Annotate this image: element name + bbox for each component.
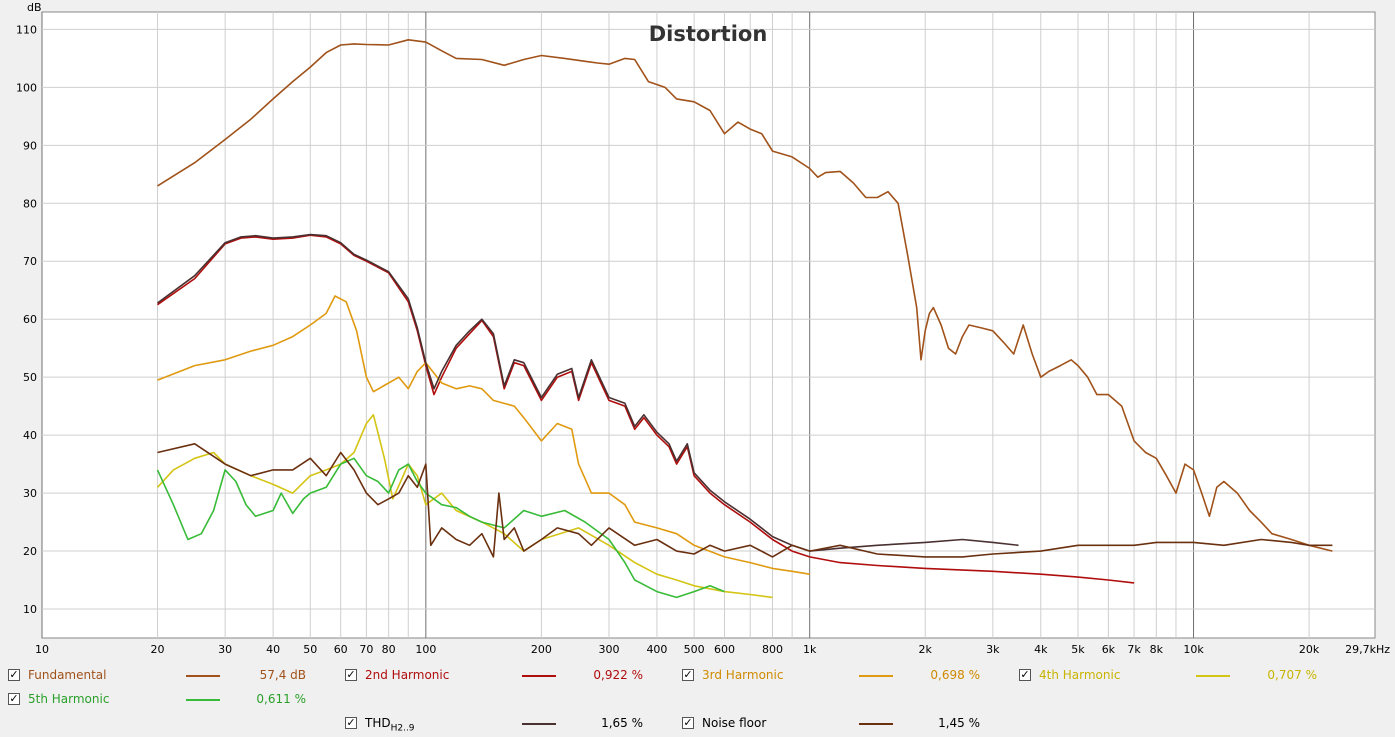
- y-axis-label: dB: [27, 1, 42, 14]
- distortion-chart: 10 20 30 40 50 60 70 80 90 100 110 10 20 30 40 50 60 70 80…: [16, 1, 1390, 656]
- x-tick-label: 300: [598, 643, 619, 656]
- h4-label: 4th Harmonic: [1039, 668, 1121, 682]
- x-tick-label: 100: [415, 643, 436, 656]
- h2-value: 0,922 %: [593, 668, 643, 682]
- x-tick-label: 3k: [986, 643, 1000, 656]
- h2-label: 2nd Harmonic: [365, 668, 450, 682]
- legend: ✓ Fundamental 57,4 dB ✓ 2nd Harmonic 0,9…: [0, 660, 1395, 737]
- legend-noise-floor[interactable]: ✓ Noise floor 1,45 %: [682, 714, 1012, 734]
- y-tick-label: 100: [16, 81, 37, 94]
- x-tick-label: 6k: [1102, 643, 1116, 656]
- h2-swatch: [522, 675, 556, 677]
- fundamental-label: Fundamental: [28, 668, 107, 682]
- series-line-thd-h2-9: [157, 233, 1019, 552]
- y-tick-label: 30: [23, 487, 37, 500]
- chart-area: 10 20 30 40 50 60 70 80 90 100 110 10 20 30 40 50 60 70 80…: [16, 1, 1390, 656]
- h4-swatch: [1196, 675, 1230, 677]
- thd-label: THDH2..9: [365, 716, 415, 734]
- h3-checkbox[interactable]: ✓: [682, 668, 694, 681]
- y-tick-label: 40: [23, 429, 37, 442]
- series-line-3rd-harmonic: [157, 295, 810, 575]
- fundamental-value: 57,4 dB: [259, 668, 306, 682]
- y-tick-label: 60: [23, 313, 37, 326]
- y-tick-label: 80: [23, 197, 37, 210]
- h4-checkbox[interactable]: ✓: [1019, 668, 1031, 681]
- thd-checkbox[interactable]: ✓: [345, 716, 357, 729]
- x-tick-label: 600: [714, 643, 735, 656]
- y-tick-label: 20: [23, 545, 37, 558]
- legend-5th-harmonic[interactable]: ✓ 5th Harmonic 0,611 %: [8, 690, 338, 710]
- noise-value: 1,45 %: [938, 716, 980, 730]
- thd-swatch: [522, 723, 556, 725]
- legend-fundamental[interactable]: ✓ Fundamental 57,4 dB: [8, 666, 338, 686]
- x-tick-label: 29,7kHz: [1345, 643, 1390, 656]
- thd-value: 1,65 %: [601, 716, 643, 730]
- legend-3rd-harmonic[interactable]: ✓ 3rd Harmonic 0,698 %: [682, 666, 1012, 686]
- x-tick-label: 60: [334, 643, 348, 656]
- y-tick-label: 50: [23, 371, 37, 384]
- x-tick-label: 20: [151, 643, 165, 656]
- y-tick-label: 70: [23, 255, 37, 268]
- fundamental-checkbox[interactable]: ✓: [8, 668, 20, 681]
- noise-swatch: [859, 723, 893, 725]
- x-tick-label: 80: [382, 643, 396, 656]
- legend-thd[interactable]: ✓ THDH2..9 1,65 %: [345, 714, 675, 734]
- y-tick-label: 110: [16, 23, 37, 36]
- x-tick-label: 30: [218, 643, 232, 656]
- h5-value: 0,611 %: [256, 692, 306, 706]
- x-tick-label: 200: [531, 643, 552, 656]
- series-line-5th-harmonic: [156, 457, 725, 599]
- fundamental-swatch: [186, 675, 220, 677]
- legend-2nd-harmonic[interactable]: ✓ 2nd Harmonic 0,922 %: [345, 666, 675, 686]
- h5-label: 5th Harmonic: [28, 692, 110, 706]
- series-line-fundamental: [157, 39, 1333, 552]
- noise-checkbox[interactable]: ✓: [682, 716, 694, 729]
- x-tick-label: 8k: [1150, 643, 1164, 656]
- chart-title: Distortion: [649, 22, 768, 46]
- x-tick-label: 10k: [1183, 643, 1204, 656]
- x-tick-label: 70: [359, 643, 373, 656]
- x-tick-label: 5k: [1071, 643, 1085, 656]
- h3-label: 3rd Harmonic: [702, 668, 784, 682]
- x-tick-label: 800: [762, 643, 783, 656]
- noise-label: Noise floor: [702, 716, 767, 730]
- series-line-2nd-harmonic: [157, 234, 1135, 584]
- x-tick-label: 400: [646, 643, 667, 656]
- x-tick-label: 10: [35, 643, 49, 656]
- x-tick-label: 1k: [803, 643, 817, 656]
- series-line-noise-floor: [157, 443, 1333, 558]
- x-tick-label: 500: [684, 643, 705, 656]
- x-tick-label: 20k: [1299, 643, 1320, 656]
- plot-area: [41, 11, 1376, 639]
- h5-checkbox[interactable]: ✓: [8, 692, 20, 705]
- x-tick-label: 50: [303, 643, 317, 656]
- x-tick-label: 2k: [919, 643, 933, 656]
- x-tick-label: 4k: [1034, 643, 1048, 656]
- h3-value: 0,698 %: [930, 668, 980, 682]
- h3-swatch: [859, 675, 893, 677]
- h4-value: 0,707 %: [1267, 668, 1317, 682]
- y-tick-label: 10: [23, 603, 37, 616]
- x-tick-label: 40: [266, 643, 280, 656]
- legend-4th-harmonic[interactable]: ✓ 4th Harmonic 0,707 %: [1019, 666, 1349, 686]
- h2-checkbox[interactable]: ✓: [345, 668, 357, 681]
- y-tick-label: 90: [23, 139, 37, 152]
- x-tick-label: 7k: [1127, 643, 1141, 656]
- h5-swatch: [186, 699, 220, 701]
